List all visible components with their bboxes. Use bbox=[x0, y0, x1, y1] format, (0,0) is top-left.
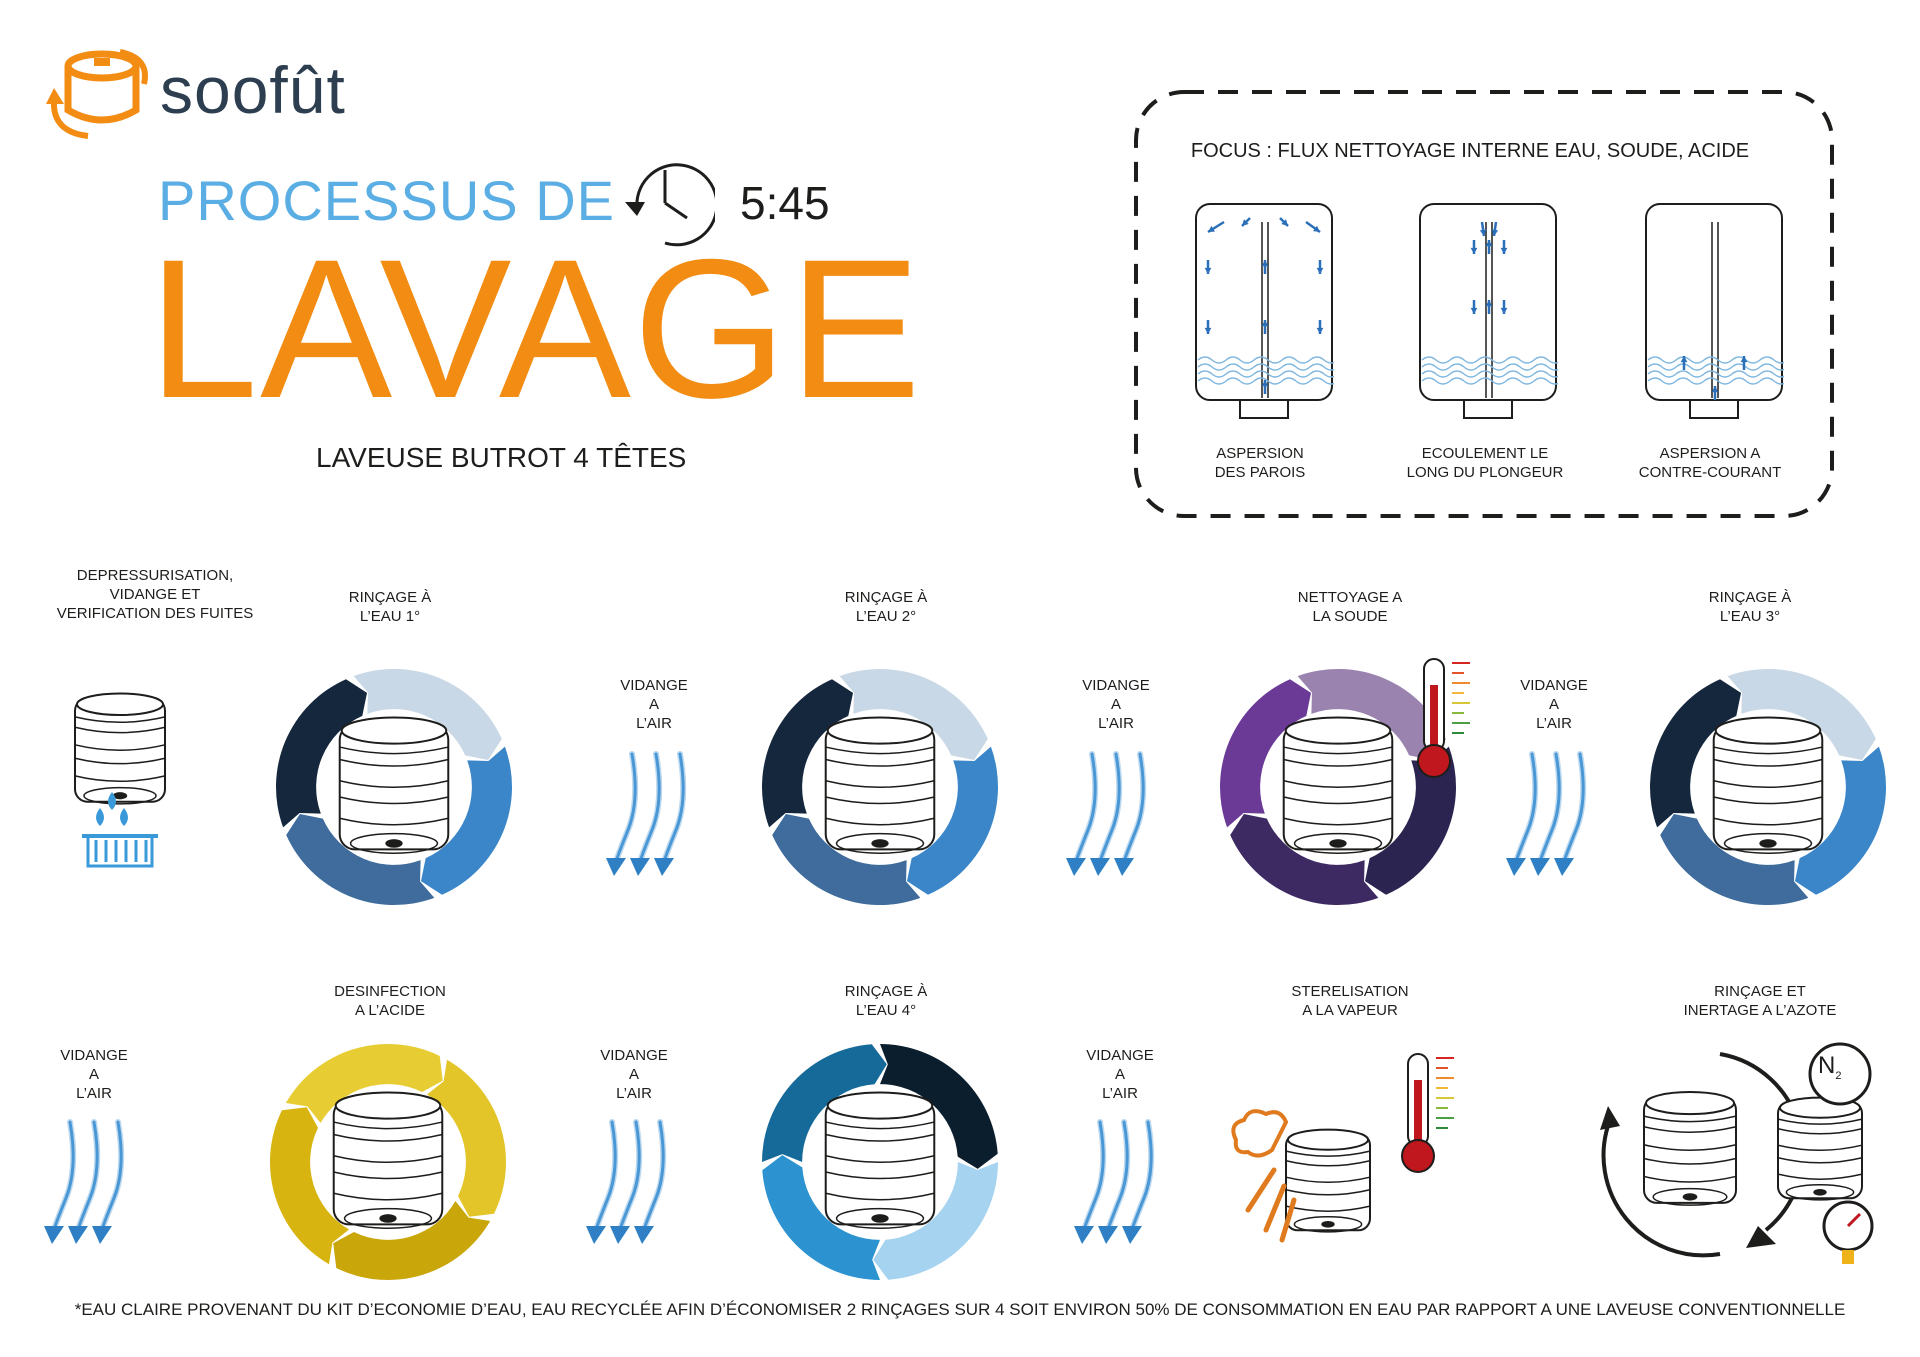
step-acide-label: DESINFECTION A L’ACIDE bbox=[334, 983, 446, 1019]
rinse2-ring-segment-3 bbox=[772, 813, 921, 905]
duration: 5:45 bbox=[740, 177, 830, 229]
soude-ring-segment-1 bbox=[1297, 669, 1446, 761]
step-soude-label: NETTOYAGE A LA SOUDE bbox=[1297, 589, 1403, 625]
azote-keg-1 bbox=[1643, 1091, 1737, 1206]
drain-arrows-6 bbox=[1074, 1119, 1155, 1244]
acide-ring-segment-1 bbox=[426, 1059, 506, 1217]
footnote: *EAU CLAIRE PROVENANT DU KIT D’ECONOMIE … bbox=[74, 1300, 1846, 1319]
focus-box bbox=[1134, 90, 1834, 518]
title-line1: PROCESSUS DE bbox=[158, 169, 615, 232]
step-depressurisation-label: DEPRESSURISATION, VIDANGE ET VERIFICATIO… bbox=[56, 567, 254, 622]
rinse1-ring-segment-4 bbox=[276, 679, 368, 828]
n2-text: N2 bbox=[1818, 1052, 1841, 1082]
acide-ring-segment-2 bbox=[333, 1200, 491, 1280]
rinse2-ring bbox=[762, 669, 998, 905]
rinse3-ring-segment-4 bbox=[1650, 679, 1742, 828]
depressurisation-graphic bbox=[74, 692, 166, 868]
soude-thermometer-icon bbox=[1417, 658, 1470, 778]
drain-arrows-1 bbox=[606, 751, 687, 876]
acide-ring bbox=[270, 1044, 506, 1280]
rinse4-ring-segment-2 bbox=[873, 1162, 998, 1280]
acide-ring-keg bbox=[332, 1091, 444, 1229]
rinse2-ring-segment-1 bbox=[839, 669, 988, 761]
soude-ring bbox=[1220, 669, 1456, 905]
rinse3-ring bbox=[1650, 669, 1886, 905]
n2-letter: N bbox=[1818, 1052, 1836, 1079]
step-azote-label: RINÇAGE ET INERTAGE A L’AZOTE bbox=[1683, 983, 1837, 1019]
azote-keg-2 bbox=[1777, 1096, 1863, 1201]
rinse4-ring-segment-4 bbox=[762, 1044, 887, 1162]
keg-logo-icon bbox=[46, 49, 148, 139]
drain-arrows-5 bbox=[586, 1119, 667, 1244]
drain-arrows-3 bbox=[1506, 751, 1587, 876]
rinse4-ring-segment-1 bbox=[880, 1044, 998, 1169]
drain-label-4: VIDANGE A L’AIR bbox=[60, 1047, 128, 1102]
vapeur-graphic bbox=[1231, 1109, 1371, 1243]
rinse2-ring-keg bbox=[824, 716, 936, 854]
acide-ring-segment-3 bbox=[270, 1107, 350, 1265]
depressurisation-keg bbox=[74, 692, 166, 805]
rinse1-ring-segment-1 bbox=[353, 669, 502, 761]
focus-label-2: ECOULEMENT LE LONG DU PLONGEUR bbox=[1406, 445, 1564, 481]
acide-ring-segment-4 bbox=[285, 1044, 443, 1124]
drain-label-3: VIDANGE A L’AIR bbox=[1520, 677, 1588, 732]
step-rinse1-label: RINÇAGE À L’EAU 1° bbox=[348, 589, 432, 625]
azote-graphic bbox=[1600, 1042, 1874, 1264]
soude-ring-segment-2 bbox=[1364, 746, 1456, 895]
rinse4-ring bbox=[762, 1044, 998, 1280]
focus-label-3: ASPERSION A CONTRE-COURANT bbox=[1638, 445, 1782, 481]
drain-label-2: VIDANGE A L’AIR bbox=[1082, 677, 1150, 732]
subtitle: LAVEUSE BUTROT 4 TÊTES bbox=[316, 442, 687, 473]
step-vapeur-label: STERELISATION A LA VAPEUR bbox=[1291, 983, 1409, 1019]
focus-title: FOCUS : FLUX NETTOYAGE INTERNE EAU, SOUD… bbox=[1190, 140, 1750, 162]
step-rinse4-label: RINÇAGE À L’EAU 4° bbox=[844, 983, 928, 1019]
rinse1-ring bbox=[276, 669, 512, 905]
rinse2-ring-segment-2 bbox=[906, 746, 998, 895]
rinse4-ring-keg bbox=[824, 1091, 936, 1229]
brand-name: soofût bbox=[160, 53, 346, 127]
rinse3-ring-segment-2 bbox=[1794, 746, 1886, 895]
rinse1-ring-keg bbox=[338, 716, 450, 854]
vapeur-keg bbox=[1285, 1128, 1371, 1233]
rinse1-ring-segment-3 bbox=[286, 813, 435, 905]
drain-label-6: VIDANGE A L’AIR bbox=[1086, 1047, 1154, 1102]
rinse1-ring-segment-2 bbox=[420, 746, 512, 895]
focus-label-1: ASPERSION DES PAROIS bbox=[1214, 445, 1306, 481]
drain-arrows-4 bbox=[44, 1119, 125, 1244]
drain-arrows-2 bbox=[1066, 751, 1147, 876]
focus-diagram-1 bbox=[1195, 203, 1334, 419]
rinse3-ring-segment-3 bbox=[1660, 813, 1809, 905]
n2-badge bbox=[1808, 1042, 1872, 1106]
clock-icon bbox=[625, 163, 715, 247]
vapeur-thermometer-icon bbox=[1401, 1053, 1454, 1173]
drain-label-1: VIDANGE A L’AIR bbox=[620, 677, 688, 732]
n2-subscript: 2 bbox=[1835, 1069, 1842, 1082]
rinse3-ring-keg bbox=[1712, 716, 1824, 854]
step-rinse2-label: RINÇAGE À L’EAU 2° bbox=[844, 589, 928, 625]
focus-diagram-3 bbox=[1645, 203, 1784, 419]
soude-ring-segment-3 bbox=[1230, 813, 1379, 905]
focus-diagram-2 bbox=[1419, 203, 1558, 419]
rinse2-ring-segment-4 bbox=[762, 679, 854, 828]
soude-ring-segment-4 bbox=[1220, 679, 1312, 828]
soude-ring-keg bbox=[1282, 716, 1394, 854]
step-rinse3-label: RINÇAGE À L’EAU 3° bbox=[1708, 589, 1792, 625]
title-line2: LAVAGE bbox=[148, 218, 923, 439]
drain-label-5: VIDANGE A L’AIR bbox=[600, 1047, 668, 1102]
rinse3-ring-segment-1 bbox=[1727, 669, 1876, 761]
rinse4-ring-segment-3 bbox=[762, 1155, 880, 1280]
